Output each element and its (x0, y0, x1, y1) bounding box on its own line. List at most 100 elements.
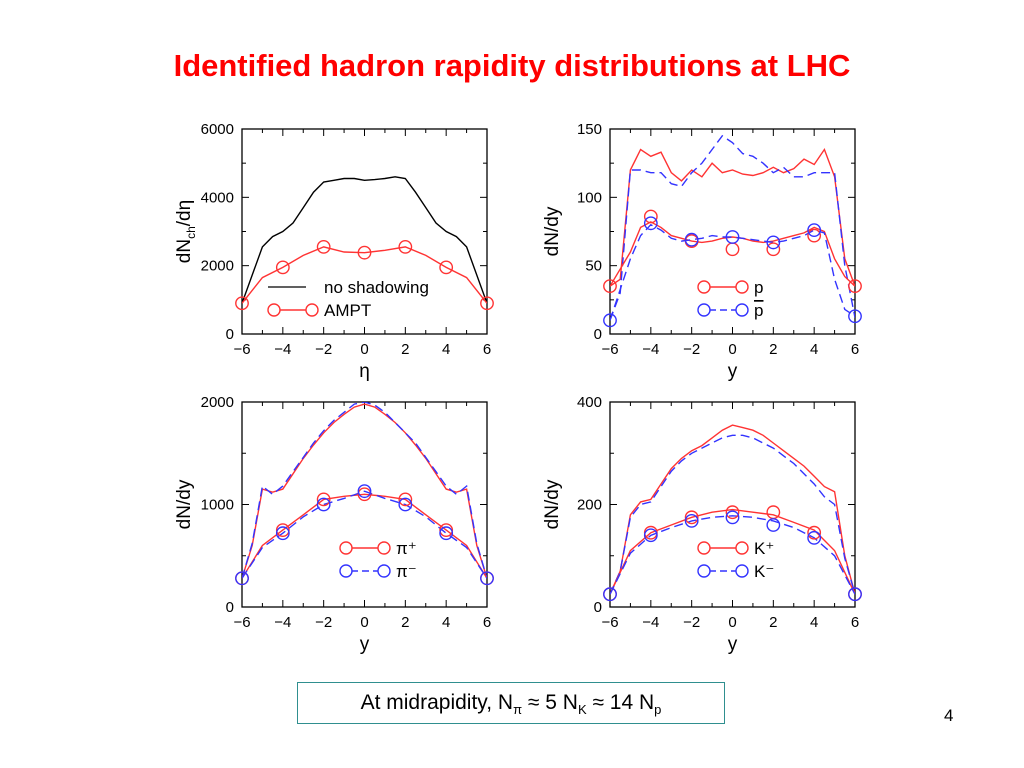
legend-marker (697, 303, 711, 317)
legend-label: no shadowing (324, 278, 429, 297)
series-line-3 (242, 490, 487, 579)
legend-marker (735, 564, 749, 578)
x-tick-label: −4 (642, 614, 659, 631)
y-tick-label: 400 (577, 394, 602, 411)
note-prefix: At midrapidity, N (360, 691, 514, 714)
y-axis-label: dN/dy (542, 479, 563, 529)
x-tick-label: −2 (683, 614, 700, 631)
x-tick-label: −6 (233, 614, 250, 631)
x-tick-label: 2 (401, 341, 409, 358)
legend-entry: AMPT (267, 301, 371, 320)
x-tick-label: −4 (642, 341, 659, 358)
data-marker (807, 530, 822, 545)
legend-marker (735, 303, 749, 317)
data-marker (398, 492, 413, 507)
x-tick-label: 6 (851, 614, 859, 631)
x-tick-label: 0 (728, 614, 736, 631)
x-tick-label: 6 (483, 614, 491, 631)
y-tick-label: 6000 (201, 121, 234, 138)
data-marker (398, 497, 413, 512)
data-marker (603, 279, 617, 294)
x-axis-label: y (728, 634, 738, 655)
data-marker (848, 279, 862, 294)
legend-label: π⁺ (396, 539, 417, 558)
data-marker (398, 239, 413, 254)
x-tick-label: 0 (728, 341, 736, 358)
series-line-2 (242, 493, 487, 579)
legend-entry: K⁻ (697, 562, 774, 581)
x-axis-label: y (728, 361, 738, 382)
data-layer (242, 402, 487, 579)
legend-entry: π⁻ (339, 562, 417, 581)
legend-marker (267, 303, 281, 317)
x-tick-label: 0 (360, 341, 368, 358)
legend-entry: K⁺ (697, 539, 774, 558)
legend-marker (377, 564, 391, 578)
x-tick-label: 4 (810, 341, 818, 358)
series-line-2 (610, 508, 855, 595)
legend-label: π⁻ (396, 562, 417, 581)
data-marker (603, 587, 617, 602)
data-marker (766, 242, 781, 257)
slide-title: Identified hadron rapidity distributions… (173, 48, 851, 83)
data-marker (357, 245, 372, 260)
legend-marker (305, 303, 319, 317)
x-tick-label: 2 (769, 341, 777, 358)
data-marker (316, 492, 331, 507)
data-marker (275, 526, 290, 541)
data-marker (766, 505, 781, 520)
legend-marker (377, 541, 391, 555)
data-layer (610, 134, 855, 321)
plot-frame (609, 401, 856, 608)
note-sub-p: p (654, 702, 662, 718)
midrapidity-note: At midrapidity, Nπ ≈ 5 NK ≈ 14 Np (297, 682, 725, 724)
series-line-0 (610, 147, 855, 287)
data-marker (643, 528, 658, 543)
y-tick-label: 0 (594, 599, 602, 616)
y-axis-label: dNch/dη (174, 200, 198, 263)
legend-marker (697, 280, 711, 294)
data-marker (439, 523, 454, 538)
x-tick-label: −2 (315, 614, 332, 631)
note-mid-2: ≈ 14 N (586, 691, 655, 714)
series-line-3 (610, 223, 855, 321)
data-marker (235, 571, 249, 586)
data-marker (725, 505, 740, 520)
x-tick-label: −4 (274, 341, 291, 358)
data-marker (766, 518, 781, 532)
data-marker (643, 209, 658, 224)
x-tick-label: −6 (601, 341, 618, 358)
chart-panel-kaons: −6 −4 −2 0 2 4 6 0 200 400 y dN/dy K⁺ K⁻ (542, 394, 862, 655)
series-line-3 (610, 515, 855, 595)
data-marker (807, 223, 822, 238)
y-tick-label: 150 (577, 121, 602, 138)
data-marker (316, 497, 331, 512)
legend-entry: p (697, 301, 763, 320)
legend-label: AMPT (324, 301, 371, 320)
data-marker (807, 228, 822, 243)
note-sub-pi: π (513, 702, 523, 718)
data-layer (610, 424, 855, 595)
data-marker (725, 510, 740, 525)
y-tick-label: 100 (577, 189, 602, 206)
x-axis-label: y (360, 634, 370, 655)
x-tick-label: −2 (683, 341, 700, 358)
x-tick-label: 4 (810, 614, 818, 631)
legend-label: K⁺ (754, 539, 774, 558)
y-axis-label: dN/dy (542, 206, 563, 256)
legend-entry: p (697, 278, 763, 297)
legend-marker (339, 564, 353, 578)
y-tick-label: 4000 (201, 189, 234, 206)
series-line-0 (610, 424, 855, 595)
y-tick-label: 0 (594, 326, 602, 343)
data-marker (643, 216, 658, 231)
legend-marker (697, 564, 711, 578)
legend-label: p (754, 278, 763, 297)
data-marker (603, 313, 617, 328)
y-axis-label: dN/dy (174, 479, 195, 529)
chart-panel-pions: −6 −4 −2 0 2 4 6 0 1000 2000 y dN/dy π⁺ π⁻ (174, 394, 494, 655)
data-marker (848, 309, 862, 324)
series-line-1 (242, 402, 487, 579)
y-tick-label: 0 (226, 599, 234, 616)
